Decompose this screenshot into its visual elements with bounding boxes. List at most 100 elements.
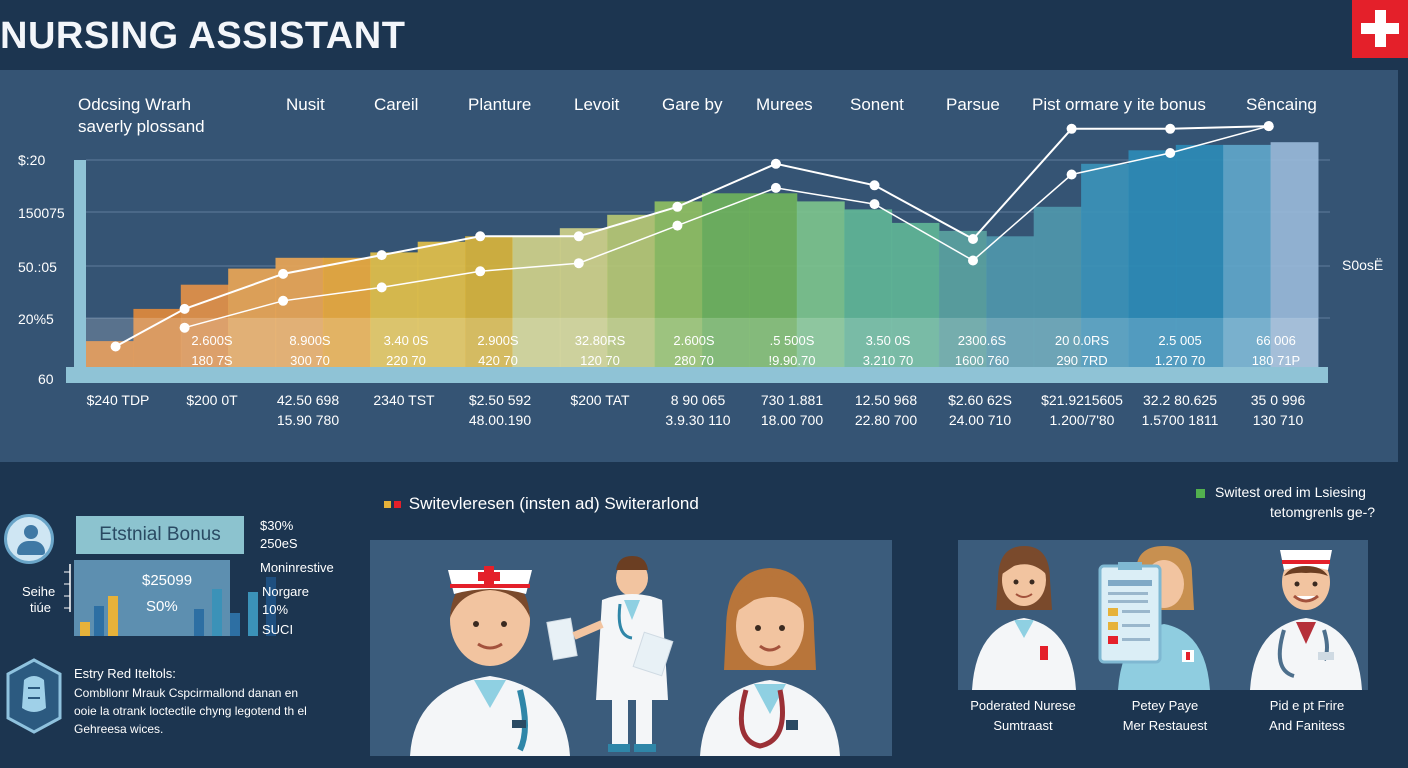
bar-label-8-b: 1600 760 (955, 353, 1009, 368)
lower-point-1 (278, 295, 289, 306)
bar-16 (844, 209, 893, 368)
bar-1 (133, 308, 182, 368)
upper-point-8 (869, 180, 880, 191)
bar-13 (702, 193, 750, 368)
bar-label-0-b: 180 7S (191, 353, 233, 368)
bar-18 (938, 230, 987, 368)
bar-label-10-b: 1.270 70 (1155, 353, 1206, 368)
lower-point-10 (1165, 148, 1176, 158)
base-label-4-b: 48.00.190 (469, 412, 531, 428)
base-label-12-a: 35 0 996 (1251, 392, 1306, 408)
base-label-8-a: 12.50 968 (855, 392, 917, 408)
bar-7 (417, 241, 466, 368)
base-label-8-b: 22.80 700 (855, 412, 917, 428)
bar-label-1-a: 8.900S (289, 333, 331, 348)
staff-illustration-panel (958, 540, 1368, 690)
lower-line (184, 125, 1269, 329)
lower-point-8 (968, 255, 978, 266)
category-label-3: Planture (468, 95, 531, 114)
caption-3: Pid e pt Frire And Fanitess (1242, 696, 1372, 736)
upper-point-11 (1165, 123, 1176, 134)
lower-point-6 (770, 182, 781, 193)
base-label-1-a: $200 0T (186, 392, 238, 408)
bonus-right-2: Norgare (262, 584, 309, 599)
category-label-2: Careil (374, 95, 418, 114)
upper-point-3 (376, 250, 387, 261)
bar-label-10-a: 2.5 005 (1158, 333, 1201, 348)
bar-25 (1270, 142, 1319, 368)
nurse-avatar-icon (4, 514, 54, 564)
bar-label-3-b: 420 70 (478, 353, 518, 368)
y-tick-label-1: 150075 (18, 205, 65, 221)
legend-swatch-green (1196, 488, 1205, 498)
upper-point-5 (573, 231, 584, 242)
base-label-9-a: $2.60 62S (948, 392, 1012, 408)
right-legend-line1: Switest ored im Lsiesing (1215, 484, 1366, 500)
lower-point-3 (475, 266, 486, 277)
category-label-5: Gare by (662, 95, 723, 114)
bar-5 (322, 257, 371, 368)
base-label-2-b: 15.90 780 (277, 412, 339, 428)
bar-6 (370, 252, 419, 368)
category-label-4: Levoit (574, 95, 620, 114)
bonus-label: Etstnial Bonus (76, 516, 244, 554)
bar-label-0-a: 2.600S (191, 333, 233, 348)
upper-point-4 (475, 231, 486, 242)
bar-10 (559, 228, 608, 368)
side-label-2: tiúe (30, 600, 51, 615)
base-label-0-a: $240 TDP (87, 392, 150, 408)
base-label-7-a: 730 1.881 (761, 392, 823, 408)
category-label-8: Parsue (946, 95, 1000, 114)
bar-label-11-b: 180 71P (1252, 353, 1300, 368)
y-tick-label-4: 60 (38, 371, 54, 387)
category-label-7: Sonent (850, 95, 904, 114)
base-label-6-a: 8 90 065 (671, 392, 726, 408)
y-tick-label-0: $:20 (18, 152, 45, 168)
base-label-12-b: 130 710 (1253, 412, 1304, 428)
category-label-9: Pist ormare y ite bonus (1032, 95, 1206, 114)
bar-label-6-a: .5 500S (770, 333, 815, 348)
value-band (86, 318, 1318, 368)
bar-label-6-b: !9.90.70 (769, 353, 816, 368)
mini-bar-0 (80, 622, 90, 636)
category-label-10: Sêncaing (1246, 95, 1317, 114)
base-label-7-b: 18.00 700 (761, 412, 823, 428)
salary-chart: Odcsing Wrarh Nusit Careil Planture Levoit Ga… (18, 95, 1383, 428)
caption-1-line1: Poderated Nurese (970, 698, 1076, 713)
bar-label-11-a: 66 006 (1256, 333, 1296, 348)
mini-bar-5 (230, 613, 240, 636)
mini-bar-4 (212, 589, 222, 636)
base-label-11-b: 1.5700 1811 (1142, 412, 1219, 428)
bar-label-1-b: 300 70 (290, 353, 330, 368)
caption-2-line2: Mer Restauest (1122, 718, 1208, 733)
base-label-5-a: $200 TAT (570, 392, 630, 408)
category-label-6: Murees (756, 95, 813, 114)
caption-1-line2: Sumtraast (993, 718, 1053, 733)
nurses-illustration-panel (370, 540, 892, 756)
torso-hexagon-icon (6, 658, 62, 734)
category-label-1: Nusit (286, 95, 325, 114)
bonus-right-4: SUCI (262, 622, 294, 637)
bar-label-2-b: 220 70 (386, 353, 426, 368)
base-label-10-a: $21.9215605 (1041, 392, 1123, 408)
center-legend: Switevleresen (insten ad) Switerarlond (384, 494, 699, 514)
upper-point-10 (1066, 123, 1077, 134)
bar-20 (1033, 206, 1082, 369)
mini-pct: S0% (146, 598, 178, 615)
bonus-right-3: 10% (262, 602, 289, 617)
bar-9 (512, 236, 561, 368)
bar-23 (1175, 144, 1224, 368)
bar-22 (1128, 150, 1177, 368)
bar-label-9-b: 290 7RD (1056, 353, 1107, 368)
category-label-0: Odcsing Wrarh (78, 95, 191, 114)
nurses-illustration (410, 556, 840, 756)
bar-11 (607, 214, 656, 368)
axis-bracket-icon (64, 564, 71, 612)
bar-label-5-a: 2.600S (673, 333, 715, 348)
side-label-1: Seihe (22, 584, 56, 599)
bar-24 (1223, 144, 1272, 368)
mini-bar-1 (94, 606, 104, 636)
bar-21 (1081, 163, 1129, 369)
base-label-2-a: 42.50 698 (277, 392, 339, 408)
upper-point-0 (110, 341, 121, 352)
